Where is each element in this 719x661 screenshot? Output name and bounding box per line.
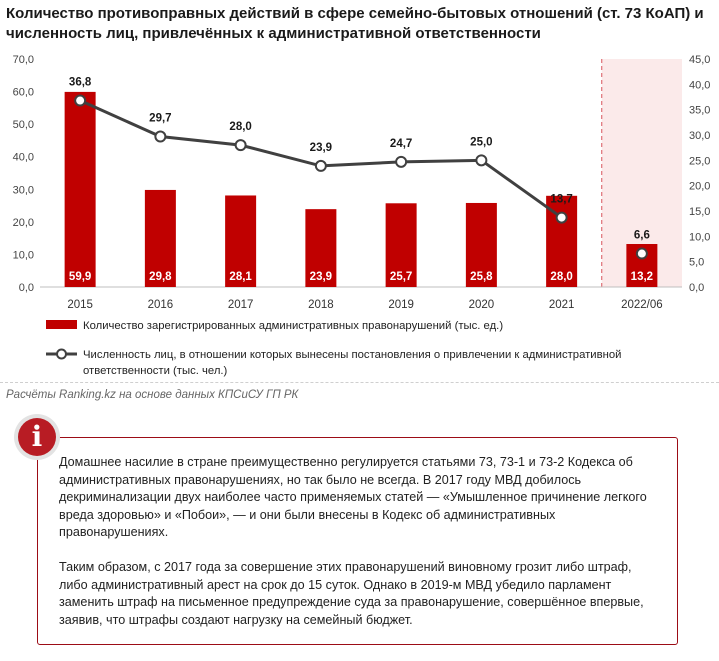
legend-bar-label: Количество зарегистрированных администра… [83,320,503,332]
bar [385,203,417,287]
bar-value-label: 28,1 [229,271,252,283]
y-left-tick-label: 60,0 [13,87,34,99]
y-left-tick-label: 20,0 [13,217,34,229]
info-icon-glyph: i [18,418,56,456]
y-right-tick-label: 5,0 [689,257,704,269]
y-left-tick-label: 0,0 [19,282,34,294]
y-left-tick-label: 30,0 [13,184,34,196]
legend-line-label: Численность лиц, в отношении которых вын… [83,349,621,361]
x-tick-label: 2019 [388,299,414,311]
info-paragraph: Домашнее насилие в стране преимущественн… [59,455,647,539]
line-value-label: 13,7 [550,194,572,206]
legend-line-marker [56,348,67,360]
chart-title-line-1: Количество противоправных действий в сфе… [6,5,704,22]
bar-value-label: 28,0 [550,271,572,283]
line-point [234,139,247,152]
bar-value-label: 25,7 [390,271,412,283]
x-tick-label: 2018 [308,299,334,311]
bar [144,189,176,287]
y-right-tick-label: 20,0 [689,181,710,193]
info-icon: i [14,414,60,460]
chart-title: Количество противоправных действий в сфе… [6,4,706,44]
line-value-label: 25,0 [470,136,492,148]
x-tick-label: 2022/06 [621,299,663,311]
line-point [154,130,167,143]
y-right-tick-label: 30,0 [689,130,710,142]
bar [465,202,497,287]
bar [305,209,337,287]
legend-line-label: ответственности (тыс. чел.) [83,365,228,377]
y-left-tick-label: 10,0 [13,249,34,261]
chart-title-line-2: численность лиц, привлечённых к админист… [6,25,541,42]
info-box: Домашнее насилие в стране преимущественн… [37,437,678,645]
bar-value-label: 23,9 [310,271,332,283]
info-text: Домашнее насилие в стране преимущественн… [59,454,659,647]
line-value-label: 24,7 [390,138,412,150]
line-point [555,211,568,224]
line-value-label: 29,7 [149,113,171,125]
source-note: Расчёты Ranking.kz на основе данных КПСи… [6,389,299,401]
x-tick-label: 2016 [148,299,174,311]
line-point [314,159,327,172]
x-tick-label: 2015 [67,299,93,311]
bar-value-label: 25,8 [470,271,493,283]
line-value-label: 6,6 [634,230,650,242]
bar-value-label: 13,2 [631,271,653,283]
info-paragraph: Таким образом, с 2017 года за совершение… [59,560,644,627]
y-left-tick-label: 50,0 [13,119,34,131]
x-tick-label: 2020 [469,299,495,311]
line-point [475,154,488,167]
x-tick-label: 2017 [228,299,254,311]
chart: 0,0 10,0 20,0 30,0 40,0 50,0 60,0 70,0 0,0 5,0 10,… [13,54,711,377]
y-left-tick-label: 70,0 [13,54,34,66]
line-point [74,94,87,107]
y-left-tick-label: 40,0 [13,152,34,164]
y-right-tick-label: 0,0 [689,282,704,294]
legend-bar-swatch [46,320,77,329]
line-point [395,155,408,168]
line-value-label: 36,8 [69,77,92,89]
x-tick-label: 2021 [549,299,575,311]
line-value-label: 23,9 [310,142,332,154]
y-right-tick-label: 40,0 [689,79,710,91]
y-right-tick-label: 25,0 [689,155,710,167]
bar-value-label: 29,8 [149,271,172,283]
line-point [635,247,648,260]
y-right-tick-label: 10,0 [689,231,710,243]
bar [64,91,96,287]
bar [225,195,257,287]
y-right-tick-label: 15,0 [689,206,710,218]
bar-value-label: 59,9 [69,271,91,283]
y-right-tick-label: 35,0 [689,105,710,117]
line-value-label: 28,0 [229,121,251,133]
divider [0,382,719,383]
y-right-tick-label: 45,0 [689,54,710,66]
